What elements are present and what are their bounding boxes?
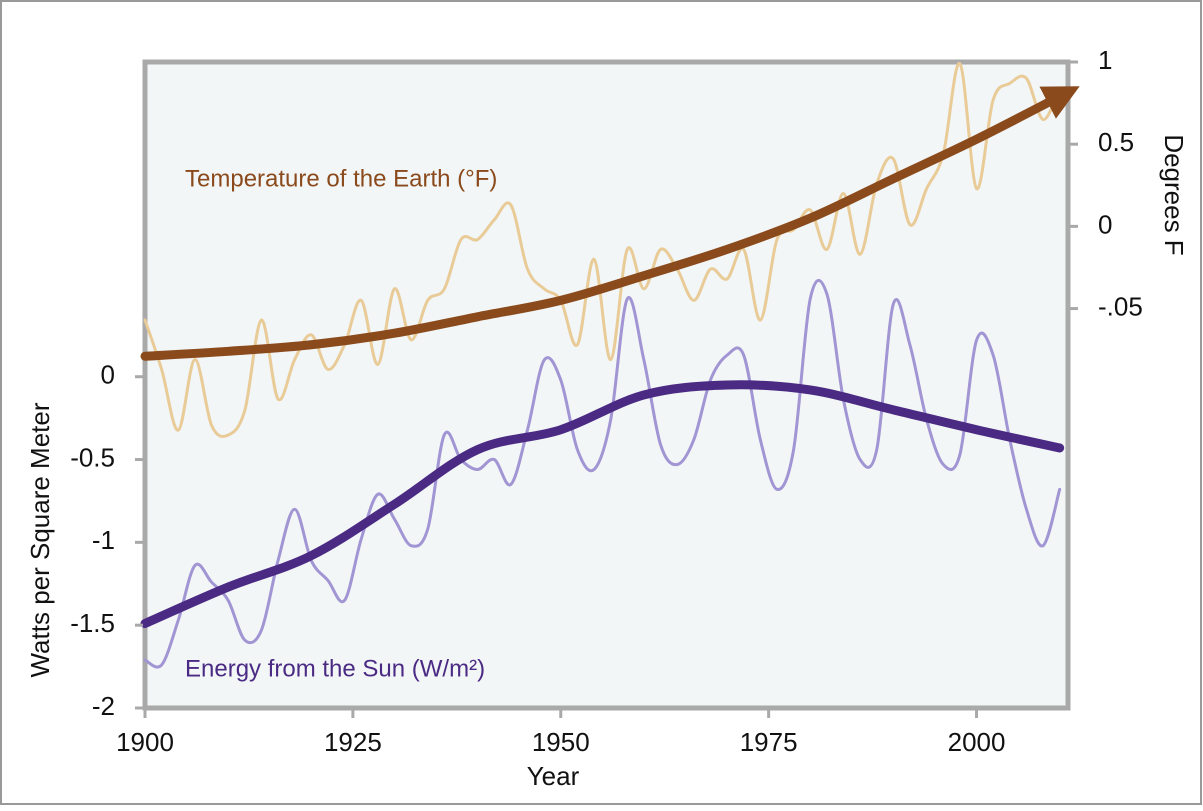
trend-line [140, 86, 1080, 361]
data-line [143, 278, 1062, 669]
plot-layer [140, 62, 1080, 669]
y2-tick-label: 0.5 [1098, 127, 1134, 157]
y2-tick-label: 0 [1098, 209, 1112, 239]
x-tick-label: 1925 [324, 727, 382, 757]
series-label: Energy from the Sun (W/m²) [185, 655, 485, 682]
data-line [143, 62, 1062, 438]
y2-axis-title: Degrees F [1159, 134, 1189, 255]
x-tick-label: 1975 [740, 727, 798, 757]
x-axis-title: Year [527, 761, 580, 791]
y2-tick-label: -.05 [1098, 291, 1143, 321]
y-tick-label: -0.5 [70, 442, 115, 472]
x-tick-label: 1900 [116, 727, 174, 757]
y-tick-label: -2 [92, 691, 115, 721]
y-tick-label: 0 [101, 360, 115, 390]
x-tick-label: 2000 [948, 727, 1006, 757]
x-tick-label: 1950 [532, 727, 590, 757]
y-tick-label: -1 [92, 525, 115, 555]
series-label: Temperature of the Earth (°F) [185, 165, 497, 192]
y-tick-label: -1.5 [70, 608, 115, 638]
y-axis-title: Watts per Square Meter [25, 402, 55, 677]
trend-line [140, 380, 1065, 629]
y2-tick-label: 1 [1098, 45, 1112, 75]
